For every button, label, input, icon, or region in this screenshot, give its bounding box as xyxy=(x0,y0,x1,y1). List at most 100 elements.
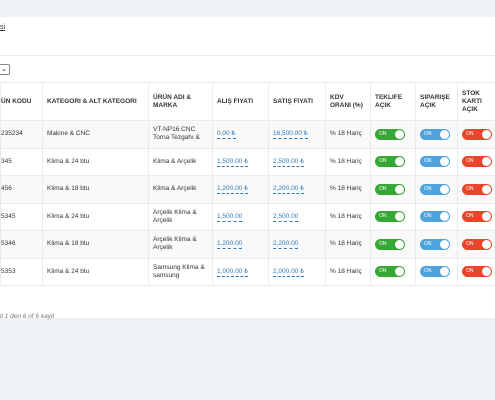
toggle-knob xyxy=(440,157,449,167)
stock-toggle[interactable]: ON xyxy=(462,156,492,168)
toggle-label: ON xyxy=(379,240,387,247)
cell-buy-price: 1,500.00 xyxy=(212,202,269,231)
order-toggle[interactable]: ON xyxy=(420,211,450,223)
cell-code: 5345 xyxy=(0,202,43,231)
stock-toggle[interactable]: ON xyxy=(462,211,492,223)
table-header-row: ÜN KODU KATEGORI & ALT KATEGORI ÜRÜN ADI… xyxy=(0,82,495,121)
cell-buy-price: 1,200.00 ₺ xyxy=(212,175,269,204)
offer-toggle[interactable]: ON xyxy=(375,183,405,195)
sell-price-editable[interactable]: 2,500.00 ₺ xyxy=(273,157,305,167)
cell-code: 235234 xyxy=(0,120,43,149)
order-toggle[interactable]: ON xyxy=(420,183,450,195)
offer-toggle[interactable]: ON xyxy=(375,238,405,250)
products-card: si ⌄ ÜN KODU KATEGORI & ALT KATEGORI ÜRÜ… xyxy=(0,17,495,320)
cell-product: VT-NP16 CNC Torna Tezgahı & xyxy=(148,120,213,149)
toggle-label: ON xyxy=(424,185,432,192)
stock-toggle[interactable]: ON xyxy=(462,183,492,195)
col-header-vat[interactable]: KDV ORANI (%) xyxy=(325,82,371,121)
products-table: ÜN KODU KATEGORI & ALT KATEGORI ÜRÜN ADI… xyxy=(0,82,495,286)
page-length-select[interactable]: ⌄ xyxy=(0,64,10,75)
toggle-knob xyxy=(395,129,404,139)
cell-sell-price: 16,500.00 ₺ xyxy=(268,120,326,149)
sell-price-editable[interactable]: 16,500.00 ₺ xyxy=(273,130,308,140)
col-header-buy-price[interactable]: ALIŞ FIYATI xyxy=(212,82,269,121)
col-header-product[interactable]: ÜRÜN ADI & MARKA xyxy=(148,82,213,121)
sell-price-editable[interactable]: 2,200.00 xyxy=(273,240,299,250)
cell-category: Klima & 24 btu xyxy=(42,202,149,231)
cell-sell-price: 2,000.00 ₺ xyxy=(268,257,326,286)
buy-price-editable[interactable]: 1,000.00 ₺ xyxy=(217,267,249,277)
cell-code: 5346 xyxy=(0,230,43,259)
toggle-knob xyxy=(395,239,404,249)
cell-sell-price: 2,200.00 ₺ xyxy=(268,175,326,204)
toggle-knob xyxy=(440,184,449,194)
col-header-stock[interactable]: STOK KARTI AÇIK xyxy=(457,82,495,121)
chevron-down-icon: ⌄ xyxy=(1,66,7,73)
sell-price-editable[interactable]: 2,000.00 ₺ xyxy=(273,267,305,277)
sell-price-editable[interactable]: 2,200.00 ₺ xyxy=(273,185,305,195)
toggle-knob xyxy=(440,267,449,277)
offer-toggle[interactable]: ON xyxy=(375,128,405,140)
buy-price-editable[interactable]: 1,200.00 ₺ xyxy=(217,185,249,195)
offer-toggle[interactable]: ON xyxy=(375,266,405,278)
cell-offer: ON xyxy=(370,175,416,204)
table-row: 5345 Klima & 24 btu Arçelik Klima & Arçeli… xyxy=(0,202,495,231)
buy-price-editable[interactable]: 1,500.00 ₺ xyxy=(217,157,249,167)
toggle-knob xyxy=(482,157,491,167)
toggle-knob xyxy=(482,212,491,222)
cell-buy-price: 1,000.00 ₺ xyxy=(212,257,269,286)
card-title[interactable]: si xyxy=(0,24,6,31)
cell-offer: ON xyxy=(370,257,416,286)
col-header-offer[interactable]: TEKLIFE AÇIK xyxy=(370,82,416,121)
toggle-label: ON xyxy=(466,185,474,192)
col-header-order[interactable]: SIPARIŞE AÇIK xyxy=(415,82,458,121)
cell-vat: % 18 Hariç xyxy=(325,175,371,204)
toggle-knob xyxy=(440,212,449,222)
toggle-label: ON xyxy=(379,268,387,275)
cell-offer: ON xyxy=(370,120,416,149)
stock-toggle[interactable]: ON xyxy=(462,128,492,140)
order-toggle[interactable]: ON xyxy=(420,266,450,278)
toggle-label: ON xyxy=(466,240,474,247)
table-row: 345 Klima & 24 btu Klima & Arçelik 1,500.00… xyxy=(0,147,495,176)
offer-toggle[interactable]: ON xyxy=(375,211,405,223)
cell-category: Klima & 18 btu xyxy=(42,230,149,259)
toggle-knob xyxy=(482,267,491,277)
order-toggle[interactable]: ON xyxy=(420,128,450,140)
col-header-sell-price[interactable]: SATIŞ FIYATI xyxy=(268,82,326,121)
cell-stock: ON xyxy=(457,147,495,176)
cell-product: Samsung Klima & samsung xyxy=(148,257,213,286)
col-header-code[interactable]: ÜN KODU xyxy=(0,82,43,121)
offer-toggle[interactable]: ON xyxy=(375,156,405,168)
toggle-knob xyxy=(482,184,491,194)
buy-price-editable[interactable]: 0.00 ₺ xyxy=(217,130,236,140)
sell-price-editable[interactable]: 2,500.00 xyxy=(273,212,299,222)
cell-category: Klima & 18 btu xyxy=(42,175,149,204)
buy-price-editable[interactable]: 1,500.00 xyxy=(217,212,243,222)
toggle-label: ON xyxy=(466,213,474,220)
cell-buy-price: 1,500.00 ₺ xyxy=(212,147,269,176)
cell-category: Makine & CNC xyxy=(42,120,149,149)
cell-stock: ON xyxy=(457,175,495,204)
cell-offer: ON xyxy=(370,202,416,231)
toggle-knob xyxy=(395,184,404,194)
toggle-label: ON xyxy=(466,130,474,137)
cell-order: ON xyxy=(415,257,458,286)
toggle-knob xyxy=(440,239,449,249)
order-toggle[interactable]: ON xyxy=(420,156,450,168)
stock-toggle[interactable]: ON xyxy=(462,238,492,250)
cell-sell-price: 2,500.00 ₺ xyxy=(268,147,326,176)
toggle-knob xyxy=(395,212,404,222)
cell-order: ON xyxy=(415,230,458,259)
cell-vat: % 18 Hariç xyxy=(325,147,371,176)
table-row: 5353 Klima & 24 btu Samsung Klima & samsun… xyxy=(0,257,495,286)
stock-toggle[interactable]: ON xyxy=(462,266,492,278)
cell-stock: ON xyxy=(457,202,495,231)
buy-price-editable[interactable]: 1,200.00 xyxy=(217,240,243,250)
order-toggle[interactable]: ON xyxy=(420,238,450,250)
cell-sell-price: 2,500.00 xyxy=(268,202,326,231)
toggle-knob xyxy=(440,129,449,139)
col-header-category[interactable]: KATEGORI & ALT KATEGORI xyxy=(42,82,149,121)
cell-order: ON xyxy=(415,147,458,176)
cell-order: ON xyxy=(415,202,458,231)
